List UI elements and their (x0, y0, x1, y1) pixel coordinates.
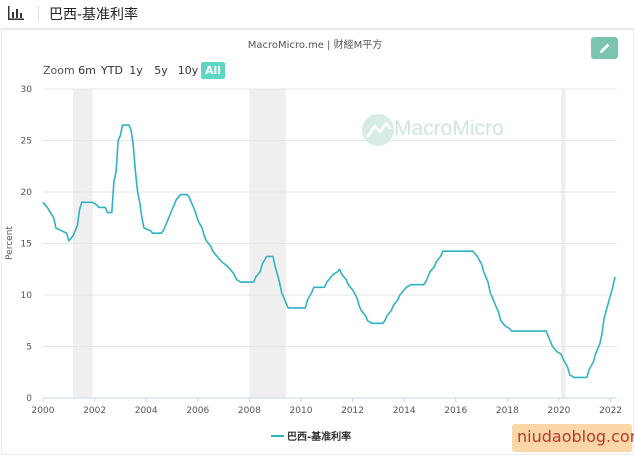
x-tick-label: 2014 (393, 406, 416, 416)
y-tick-label: 15 (21, 240, 32, 250)
zoom-label: Zoom (43, 64, 75, 77)
zoom-1y-button[interactable]: 1y (129, 64, 143, 77)
watermark-text: MacroMicro (394, 117, 504, 140)
site-watermark: niudaoblog.com (512, 424, 634, 452)
header-divider (38, 6, 39, 21)
macromicro-logo-icon (362, 114, 394, 146)
y-tick-label: 0 (26, 394, 32, 404)
x-tick-label: 2022 (599, 406, 622, 416)
x-tick-label: 2002 (83, 406, 106, 416)
x-tick-label: 2012 (341, 406, 364, 416)
x-tick-label: 2006 (186, 406, 209, 416)
x-tick-label: 2004 (135, 406, 158, 416)
y-tick-label: 5 (26, 343, 32, 353)
x-tick-label: 2020 (548, 406, 571, 416)
y-tick-label: 25 (21, 137, 32, 147)
legend[interactable]: 巴西-基准利率 (271, 430, 351, 443)
legend-label: 巴西-基准利率 (287, 430, 351, 443)
x-tick-label: 2016 (444, 406, 467, 416)
x-tick-label: 2008 (238, 406, 261, 416)
y-axis-label: Percent (5, 226, 15, 260)
series-line (42, 124, 616, 379)
axes: 0 5 10 15 20 25 30 2000 2002 2004 2006 2008 2010 2012… (21, 85, 622, 416)
x-tick-label: 2000 (32, 406, 55, 416)
page-title: 巴西-基准利率 (49, 7, 139, 23)
series-layer (42, 124, 616, 379)
zoom-10y-button[interactable]: 10y (177, 64, 199, 77)
y-tick-label: 20 (21, 188, 33, 198)
site-watermark-text: niudaoblog.com (517, 427, 634, 446)
y-tick-label: 30 (21, 85, 33, 95)
edit-button[interactable] (591, 37, 618, 59)
grid-lines (43, 88, 617, 399)
y-tick-label: 10 (21, 291, 33, 301)
zoom-6m-button[interactable]: 6m (78, 64, 96, 77)
zoom-5y-button[interactable]: 5y (154, 64, 168, 77)
chart-title: MacroMicro.me | 财經M平方 (248, 38, 382, 51)
pencil-icon (599, 43, 609, 53)
bar-chart-icon[interactable] (7, 5, 25, 21)
x-tick-label: 2018 (496, 406, 519, 416)
chart-card (1, 29, 634, 455)
x-tick-label: 2010 (290, 406, 313, 416)
zoom-ytd-button[interactable]: YTD (101, 64, 123, 77)
page-header: 巴西-基准利率 (0, 0, 634, 29)
zoom-all-button[interactable]: All (201, 62, 225, 79)
